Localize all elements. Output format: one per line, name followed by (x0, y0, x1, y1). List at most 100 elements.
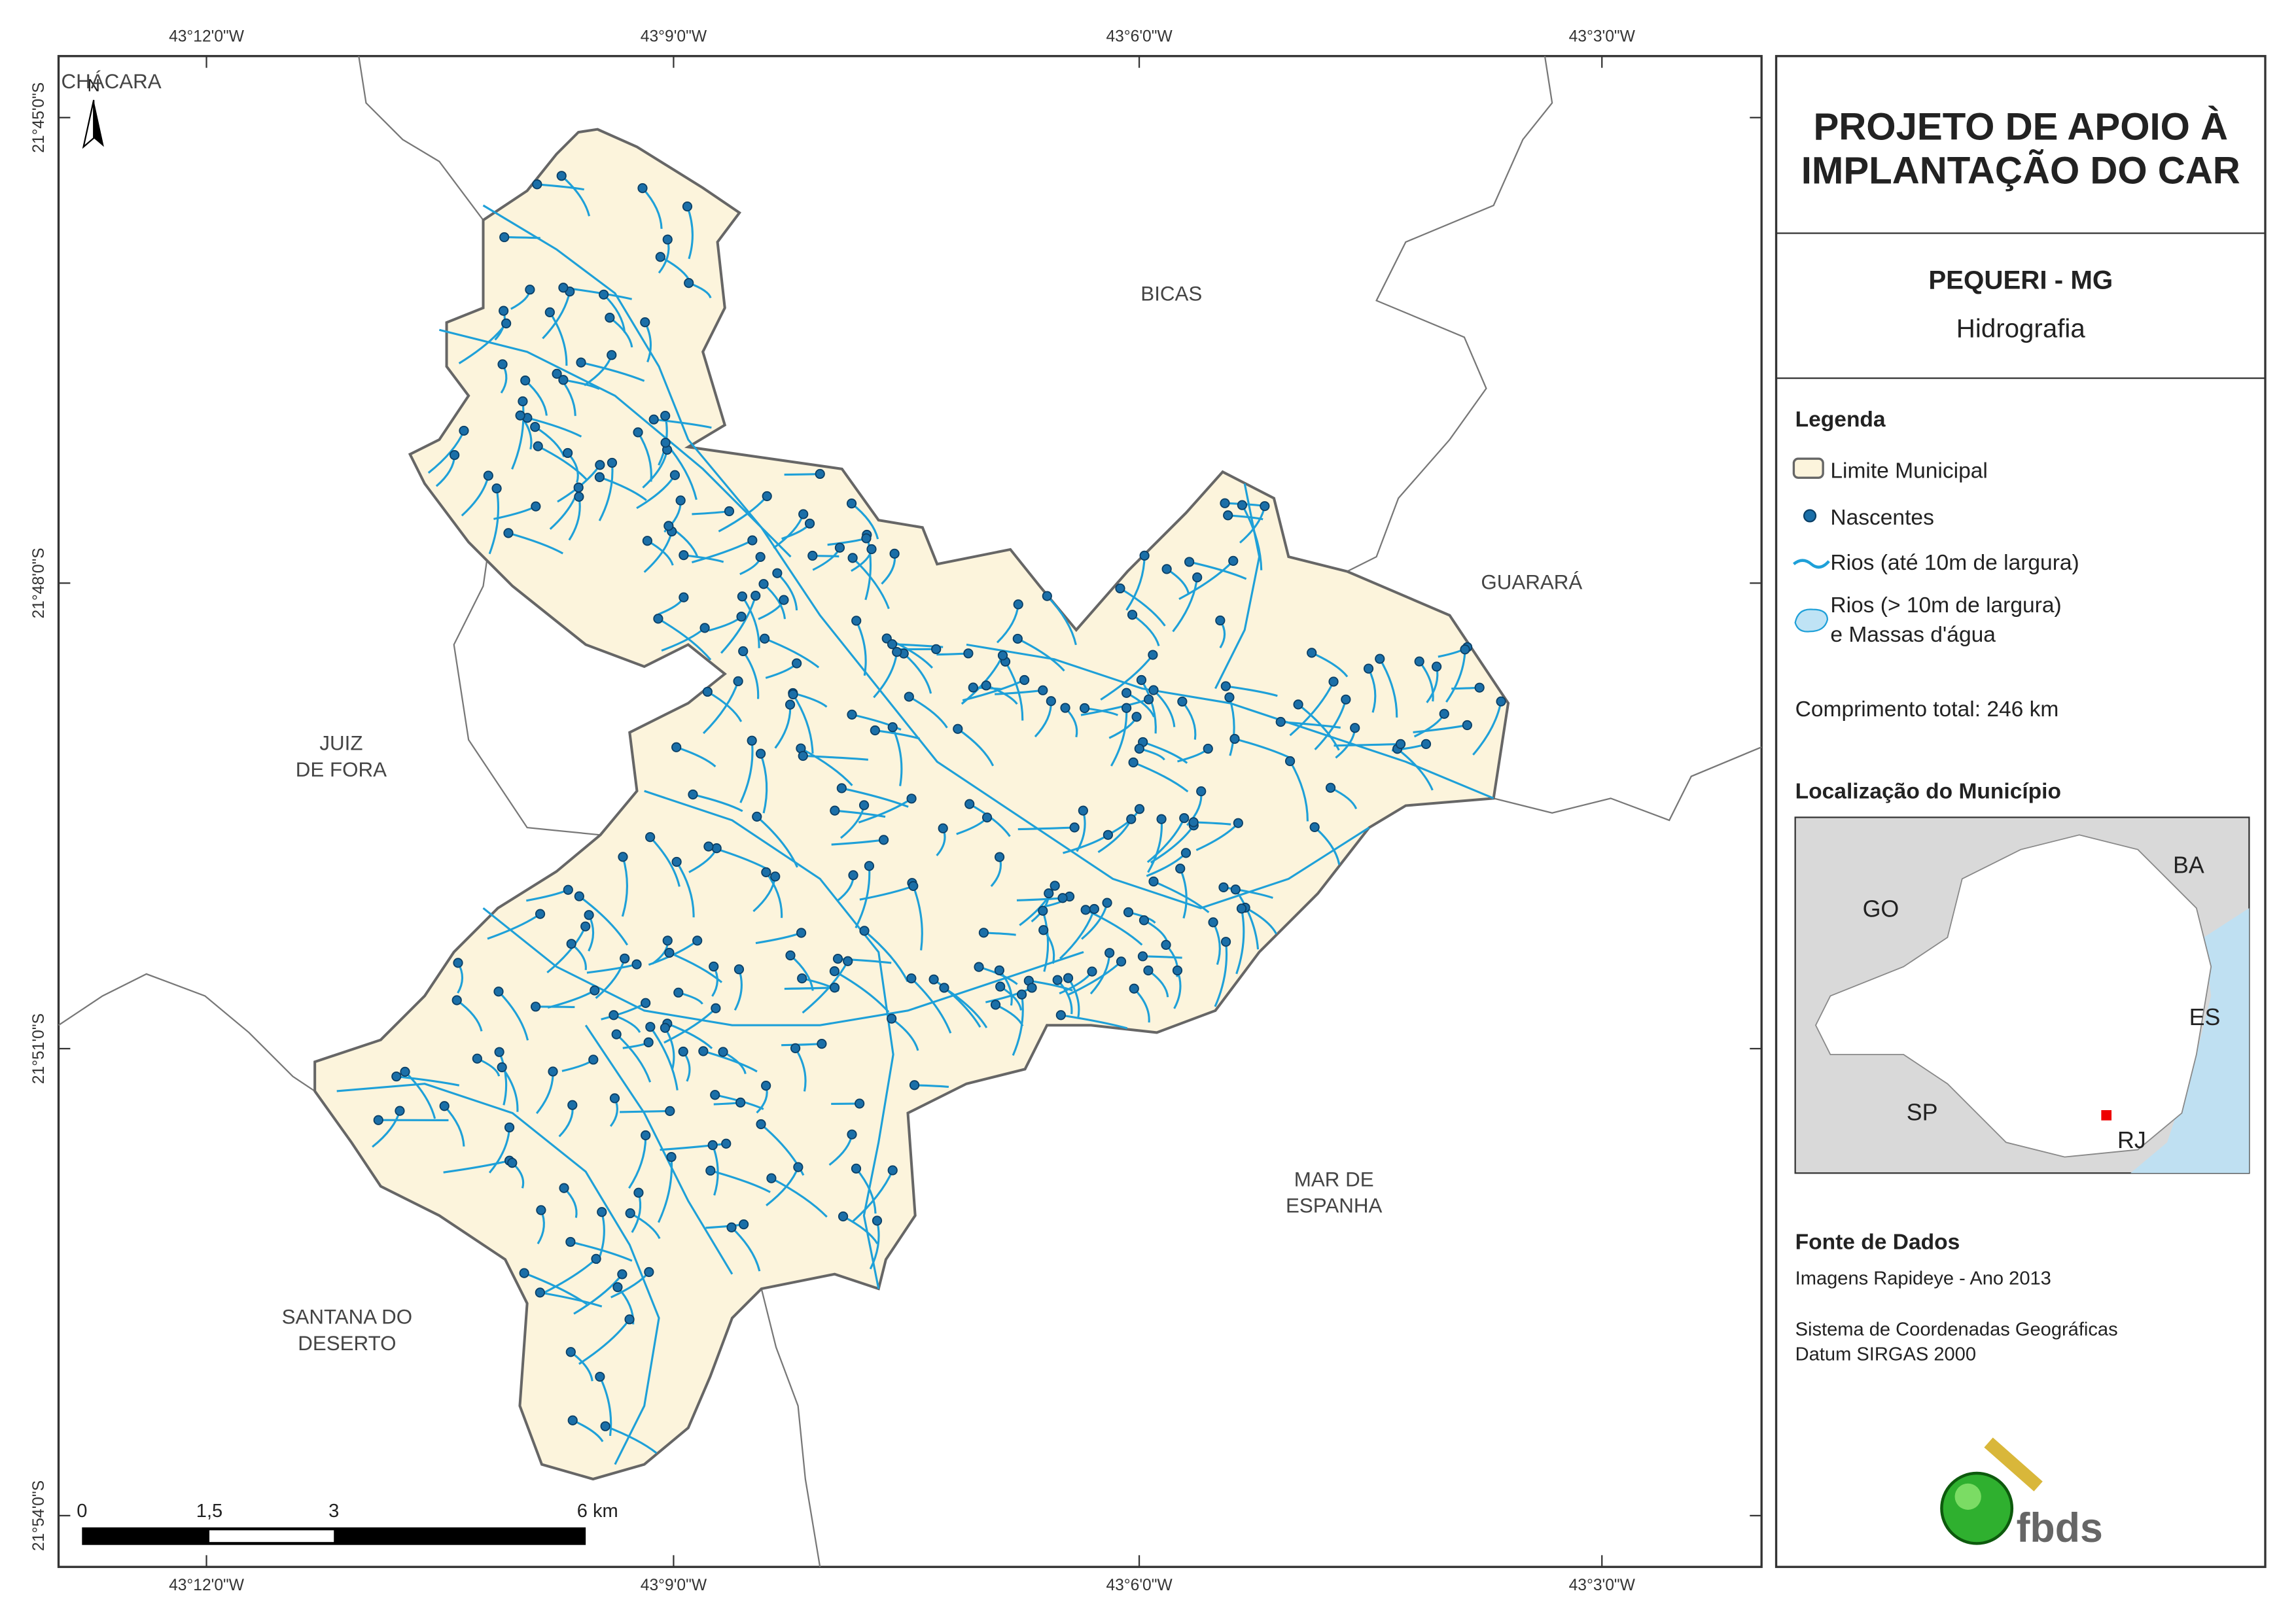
river (573, 1273, 624, 1315)
river (834, 970, 890, 1013)
spring (792, 658, 802, 669)
spring (662, 935, 673, 946)
spring (692, 935, 703, 946)
spring (797, 973, 807, 984)
river (1314, 699, 1347, 750)
river (720, 595, 757, 654)
river (1311, 652, 1349, 678)
spring (1104, 948, 1115, 958)
river (802, 960, 849, 1014)
river (1153, 881, 1210, 913)
spring (1144, 694, 1154, 705)
spring (866, 544, 877, 555)
river (675, 861, 695, 918)
river (1314, 826, 1341, 865)
grid-label-left: 21°45'0"S (30, 82, 48, 153)
spring (669, 470, 680, 480)
spring (981, 680, 991, 691)
spring (1143, 965, 1154, 976)
spring (520, 375, 531, 386)
spring (642, 536, 652, 546)
river (404, 1071, 436, 1119)
river (1235, 888, 1260, 950)
spring (758, 579, 769, 589)
spring (497, 1062, 507, 1073)
place-label: MAR DE (1294, 1168, 1374, 1191)
place-label: GUARARÁ (1481, 570, 1582, 593)
source-text: Sistema de Coordenadas Geográficas (1795, 1319, 2118, 1340)
spring (1175, 864, 1186, 874)
spring (908, 881, 919, 892)
spring (1016, 989, 1027, 1000)
spring (798, 750, 808, 761)
spring (1042, 591, 1052, 601)
spring (501, 318, 512, 328)
river (527, 417, 582, 438)
spring (796, 928, 807, 938)
spring (737, 591, 747, 602)
spring (847, 1129, 857, 1140)
spring (733, 964, 745, 975)
spring (804, 518, 815, 529)
spring (843, 956, 853, 966)
spring (1196, 786, 1207, 797)
spring (1188, 817, 1199, 828)
spring (1103, 829, 1114, 840)
river (511, 401, 525, 470)
spring (1236, 903, 1247, 914)
spring (733, 676, 743, 686)
spring (1126, 814, 1137, 824)
river (1012, 994, 1024, 1056)
spring (830, 805, 840, 816)
place-label: ESPANHA (1286, 1195, 1383, 1217)
river (852, 557, 890, 610)
legend-label: Limite Municipal (1830, 459, 1988, 483)
spring (556, 171, 567, 181)
spring (451, 995, 462, 1005)
spring (565, 1236, 576, 1248)
river (710, 1169, 771, 1193)
north-arrow (82, 99, 104, 149)
spring (736, 612, 747, 622)
place-label: DE FORA (296, 758, 387, 781)
grid-label-bottom: 43°3'0"W (1569, 1577, 1636, 1594)
spring (595, 460, 605, 470)
spring (761, 867, 771, 877)
river (686, 206, 694, 260)
river (605, 1425, 658, 1454)
spring (1460, 644, 1470, 655)
river (966, 643, 1494, 799)
spring (846, 498, 857, 509)
spring (535, 1287, 545, 1298)
river (1046, 595, 1077, 646)
spring (671, 856, 682, 867)
spring (1230, 884, 1241, 895)
spring (889, 548, 900, 559)
spring (855, 1098, 865, 1109)
legend-swatch (1792, 457, 1824, 479)
spring (772, 568, 783, 578)
spring (1127, 610, 1138, 620)
spring (1128, 757, 1139, 768)
spring (643, 1037, 654, 1048)
rivers (336, 175, 1502, 1465)
spring (1233, 818, 1243, 828)
spring (981, 812, 993, 823)
spring (887, 722, 898, 733)
river (534, 426, 565, 457)
spring (1325, 782, 1336, 793)
river (598, 462, 614, 521)
river (546, 926, 587, 973)
north-arrow-right (94, 99, 104, 147)
river (660, 1142, 726, 1151)
spring (861, 533, 872, 544)
river (851, 502, 879, 540)
spring (532, 179, 542, 190)
spring (1012, 633, 1023, 644)
spring (710, 1090, 720, 1100)
spring (1069, 822, 1080, 833)
river (1133, 761, 1189, 793)
spring (565, 1347, 576, 1357)
spring (507, 1157, 518, 1168)
spring (1134, 743, 1144, 754)
